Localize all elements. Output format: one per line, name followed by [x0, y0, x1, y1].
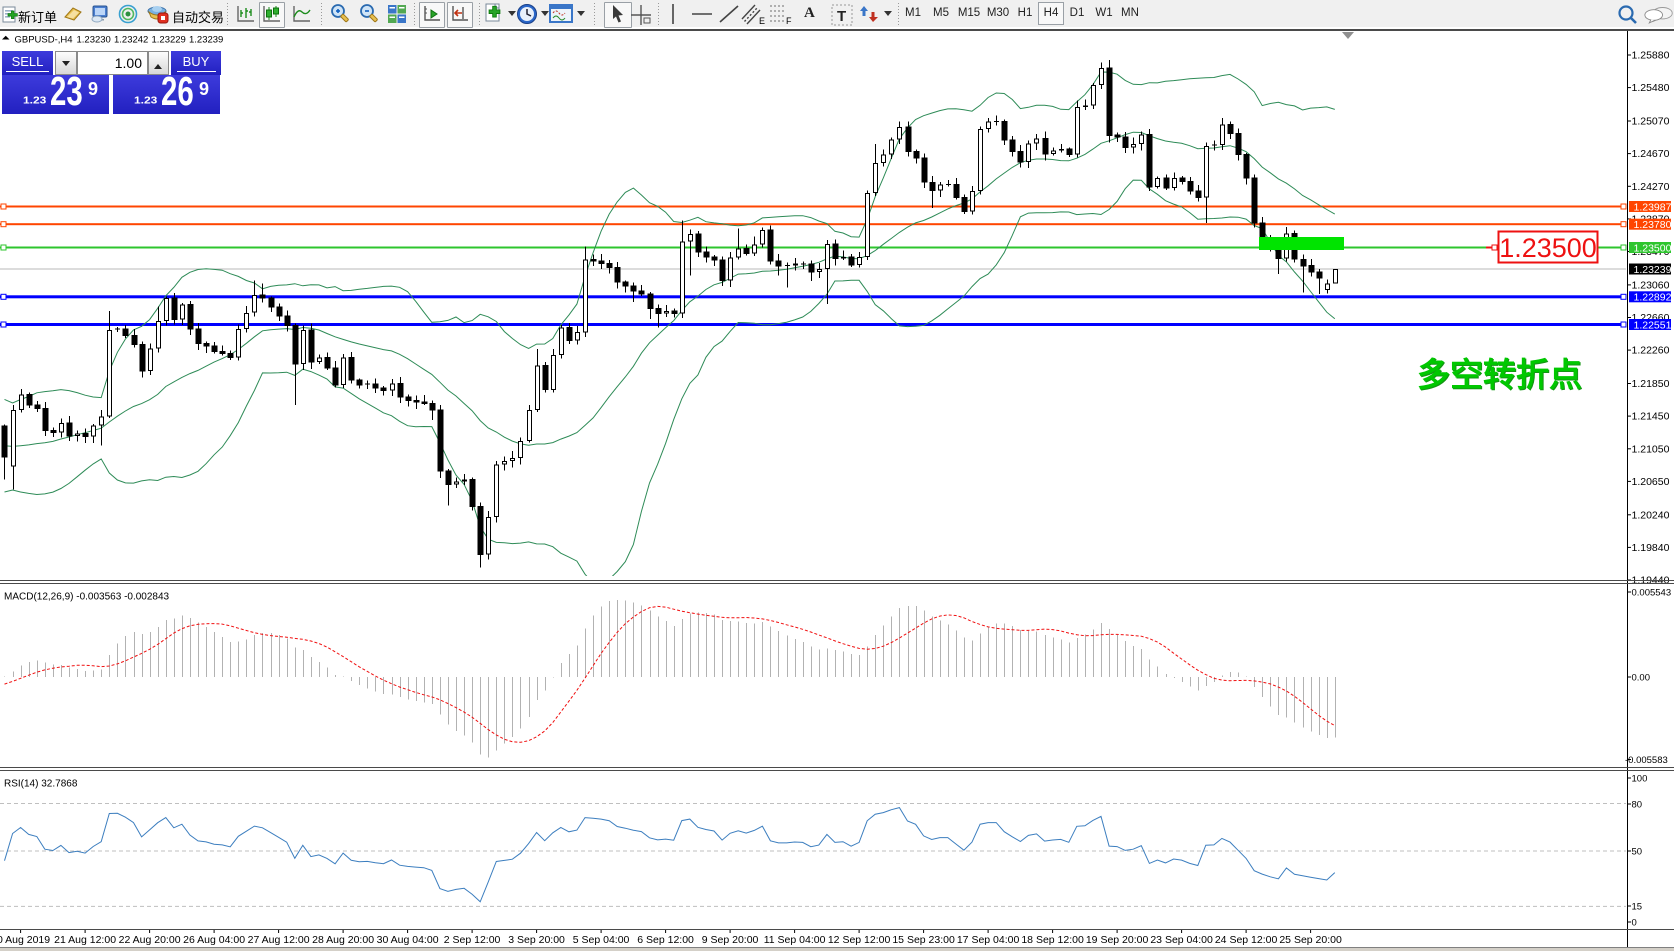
svg-text:T: T — [837, 8, 846, 25]
svg-text:5 Sep 04:00: 5 Sep 04:00 — [573, 934, 630, 946]
svg-text:1.23780: 1.23780 — [1634, 219, 1672, 231]
svg-text:1.23500: 1.23500 — [1634, 242, 1672, 254]
svg-text:9 Sep 20:00: 9 Sep 20:00 — [702, 934, 759, 946]
svg-text:1.22260: 1.22260 — [1632, 345, 1670, 357]
svg-text:1.20650: 1.20650 — [1632, 476, 1670, 488]
svg-text:3 Sep 20:00: 3 Sep 20:00 — [508, 934, 565, 946]
svg-text:23 Sep 04:00: 23 Sep 04:00 — [1150, 934, 1213, 946]
svg-text:24 Sep 12:00: 24 Sep 12:00 — [1215, 934, 1278, 946]
svg-text:1.23060: 1.23060 — [1632, 279, 1670, 291]
svg-text:50: 50 — [1632, 847, 1643, 858]
svg-text:1.19840: 1.19840 — [1632, 542, 1670, 554]
svg-text:1.25070: 1.25070 — [1632, 116, 1670, 128]
svg-text:1.24270: 1.24270 — [1632, 181, 1670, 193]
svg-text:19 Sep 20:00: 19 Sep 20:00 — [1086, 934, 1149, 946]
svg-text:1.23239: 1.23239 — [1634, 264, 1672, 276]
svg-text:6 Sep 12:00: 6 Sep 12:00 — [637, 934, 694, 946]
svg-text:80: 80 — [1632, 800, 1643, 811]
svg-text:1.21450: 1.21450 — [1632, 411, 1670, 423]
svg-text:1.23987: 1.23987 — [1634, 201, 1672, 213]
svg-text:1.24670: 1.24670 — [1632, 148, 1670, 160]
svg-text:1.23500: 1.23500 — [1499, 233, 1597, 263]
svg-text:100: 100 — [1632, 774, 1648, 785]
svg-text:28 Aug 20:00: 28 Aug 20:00 — [312, 934, 374, 946]
svg-text:E: E — [759, 16, 765, 26]
svg-text:27 Aug 12:00: 27 Aug 12:00 — [248, 934, 310, 946]
svg-text:20 Aug 2019: 20 Aug 2019 — [0, 934, 50, 946]
svg-text:0: 0 — [1632, 918, 1637, 929]
svg-text:RSI(14) 32.7868: RSI(14) 32.7868 — [4, 779, 78, 790]
svg-text:30 Aug 04:00: 30 Aug 04:00 — [377, 934, 439, 946]
svg-text:2 Sep 12:00: 2 Sep 12:00 — [444, 934, 501, 946]
svg-text:MACD(12,26,9) -0.003563 -0.002: MACD(12,26,9) -0.003563 -0.002843 — [4, 592, 170, 603]
svg-text:1.21050: 1.21050 — [1632, 443, 1670, 455]
svg-text:-0.005583: -0.005583 — [1625, 755, 1668, 766]
svg-text:0.00: 0.00 — [1632, 673, 1651, 684]
svg-text:1.25880: 1.25880 — [1632, 50, 1670, 62]
svg-text:15 Sep 23:00: 15 Sep 23:00 — [892, 934, 955, 946]
svg-text:多空转折点: 多空转折点 — [1417, 356, 1582, 393]
svg-text:F: F — [786, 16, 792, 26]
svg-text:26 Aug 04:00: 26 Aug 04:00 — [183, 934, 245, 946]
svg-text:17 Sep 04:00: 17 Sep 04:00 — [957, 934, 1020, 946]
svg-text:1.21850: 1.21850 — [1632, 378, 1670, 390]
svg-text:1.22892: 1.22892 — [1634, 292, 1672, 304]
svg-text:11 Sep 04:00: 11 Sep 04:00 — [764, 934, 826, 946]
svg-text:0.005543: 0.005543 — [1632, 588, 1672, 599]
svg-text:22 Aug 20:00: 22 Aug 20:00 — [119, 934, 181, 946]
svg-text:21 Aug 12:00: 21 Aug 12:00 — [54, 934, 116, 946]
svg-text:18 Sep 12:00: 18 Sep 12:00 — [1021, 934, 1084, 946]
svg-text:15: 15 — [1632, 902, 1643, 913]
svg-text:25 Sep 20:00: 25 Sep 20:00 — [1279, 934, 1342, 946]
svg-text:1.20240: 1.20240 — [1632, 509, 1670, 521]
svg-text:12 Sep 12:00: 12 Sep 12:00 — [828, 934, 891, 946]
svg-text:1.22551: 1.22551 — [1634, 319, 1672, 331]
svg-text:1.25480: 1.25480 — [1632, 82, 1670, 94]
